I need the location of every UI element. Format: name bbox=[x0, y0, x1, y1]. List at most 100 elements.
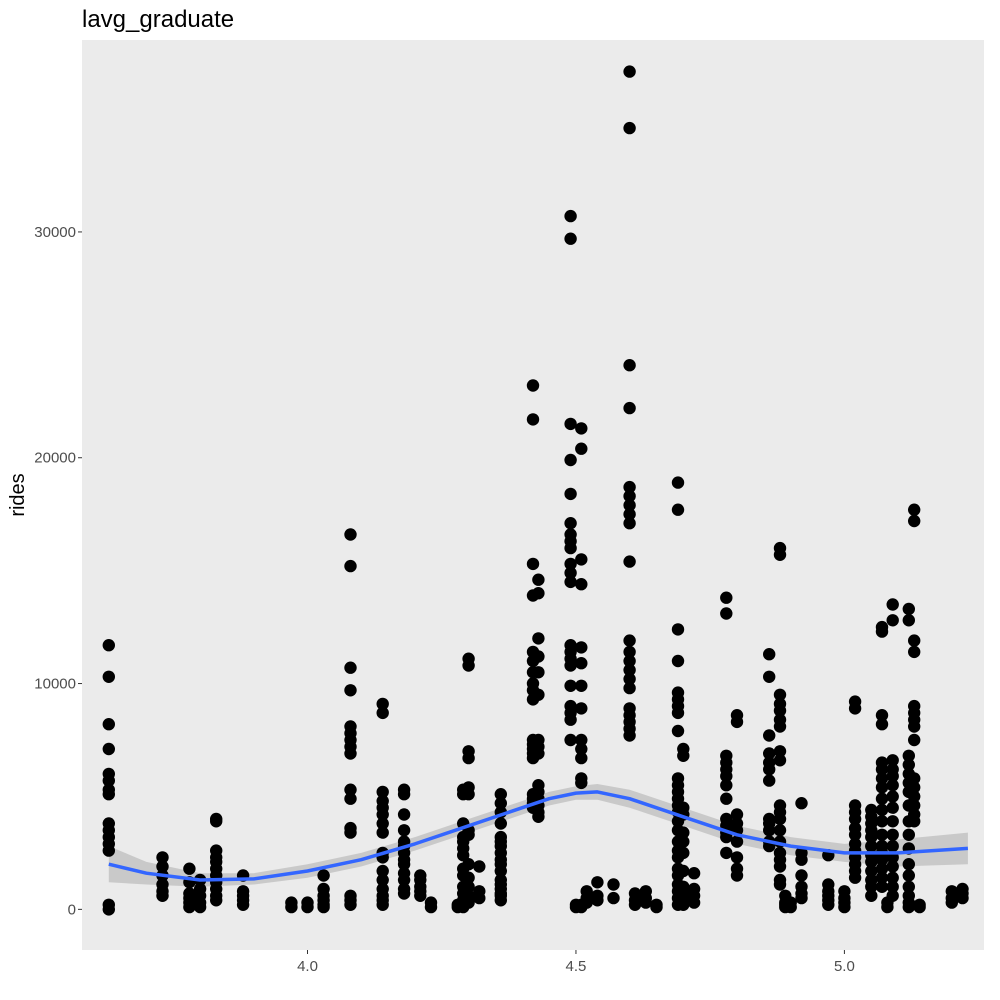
data-point bbox=[462, 788, 475, 801]
data-point bbox=[886, 754, 899, 767]
data-point bbox=[564, 487, 577, 501]
data-point bbox=[564, 575, 577, 589]
data-point bbox=[865, 880, 878, 893]
data-point bbox=[462, 659, 475, 672]
data-point bbox=[376, 873, 389, 887]
data-point bbox=[650, 900, 663, 914]
data-point bbox=[687, 867, 701, 880]
data-point bbox=[623, 555, 636, 568]
data-point bbox=[462, 828, 475, 841]
data-point bbox=[473, 860, 486, 873]
data-point bbox=[886, 871, 899, 884]
data-point bbox=[623, 681, 636, 695]
data-point bbox=[102, 774, 116, 787]
data-point bbox=[875, 803, 889, 817]
data-point bbox=[564, 566, 577, 580]
x-tick-label: 4.0 bbox=[297, 958, 318, 975]
data-point bbox=[156, 860, 169, 873]
data-point bbox=[902, 900, 915, 914]
data-point bbox=[908, 720, 921, 733]
data-point bbox=[575, 733, 588, 747]
data-point bbox=[784, 900, 797, 914]
data-point bbox=[875, 709, 889, 722]
data-point bbox=[532, 688, 545, 701]
data-point bbox=[908, 645, 921, 659]
data-point bbox=[397, 788, 411, 801]
data-point bbox=[886, 598, 899, 611]
data-point bbox=[575, 657, 588, 670]
data-point bbox=[848, 702, 862, 715]
data-point bbox=[591, 894, 604, 907]
data-point bbox=[564, 541, 577, 555]
data-point bbox=[730, 869, 744, 882]
data-point bbox=[865, 864, 878, 878]
data-point bbox=[773, 720, 787, 733]
data-point bbox=[526, 413, 540, 426]
data-point bbox=[462, 858, 475, 871]
data-point bbox=[886, 614, 899, 627]
data-point bbox=[102, 670, 116, 683]
data-point bbox=[875, 828, 889, 841]
data-point bbox=[875, 871, 889, 884]
y-tick-label: 20000 bbox=[34, 450, 76, 467]
data-point bbox=[795, 891, 808, 905]
data-point bbox=[848, 871, 862, 884]
data-point bbox=[344, 559, 357, 573]
data-point bbox=[397, 873, 411, 887]
data-point bbox=[623, 508, 636, 521]
data-point bbox=[902, 858, 915, 871]
smooth-line-layer bbox=[108, 790, 969, 882]
data-point bbox=[730, 851, 744, 864]
data-point bbox=[886, 880, 899, 893]
data-point bbox=[183, 862, 196, 875]
data-point bbox=[623, 645, 636, 659]
smooth-line bbox=[108, 790, 969, 882]
data-point bbox=[886, 860, 899, 873]
data-point bbox=[193, 900, 207, 914]
data-point bbox=[875, 792, 889, 805]
data-point bbox=[376, 706, 389, 720]
data-point bbox=[526, 379, 540, 392]
y-tick-label: 10000 bbox=[34, 676, 76, 693]
chart-title: lavg_graduate bbox=[82, 6, 234, 33]
data-point bbox=[902, 869, 915, 882]
data-point bbox=[462, 896, 475, 909]
data-point bbox=[795, 797, 808, 810]
data-point bbox=[908, 799, 921, 812]
data-point bbox=[677, 749, 690, 762]
data-point bbox=[397, 824, 411, 837]
data-point bbox=[414, 889, 427, 902]
data-point bbox=[457, 849, 470, 862]
data-point bbox=[564, 209, 577, 223]
data-point bbox=[908, 781, 921, 794]
data-point bbox=[908, 790, 921, 803]
data-point bbox=[317, 869, 330, 882]
data-point bbox=[344, 898, 357, 911]
data-point bbox=[623, 359, 636, 372]
data-point bbox=[639, 896, 652, 909]
data-point bbox=[532, 666, 545, 679]
data-point bbox=[473, 891, 486, 905]
data-point bbox=[908, 772, 921, 785]
data-point bbox=[720, 591, 733, 604]
data-point bbox=[881, 900, 894, 914]
data-point bbox=[397, 887, 411, 900]
data-point bbox=[865, 839, 878, 853]
data-point bbox=[763, 747, 776, 760]
data-point bbox=[376, 785, 389, 799]
data-point bbox=[763, 729, 776, 742]
data-point bbox=[424, 900, 438, 914]
data-point bbox=[344, 792, 357, 805]
data-point bbox=[532, 747, 545, 760]
data-point bbox=[763, 824, 776, 837]
data-point bbox=[848, 828, 862, 841]
confidence-band-layer bbox=[108, 784, 968, 887]
data-point bbox=[623, 121, 636, 135]
data-point bbox=[623, 672, 636, 686]
data-point bbox=[564, 417, 577, 431]
data-point bbox=[102, 788, 116, 801]
points-layer bbox=[102, 65, 969, 916]
data-point bbox=[532, 573, 545, 586]
data-point bbox=[677, 864, 690, 878]
data-point bbox=[376, 826, 389, 839]
